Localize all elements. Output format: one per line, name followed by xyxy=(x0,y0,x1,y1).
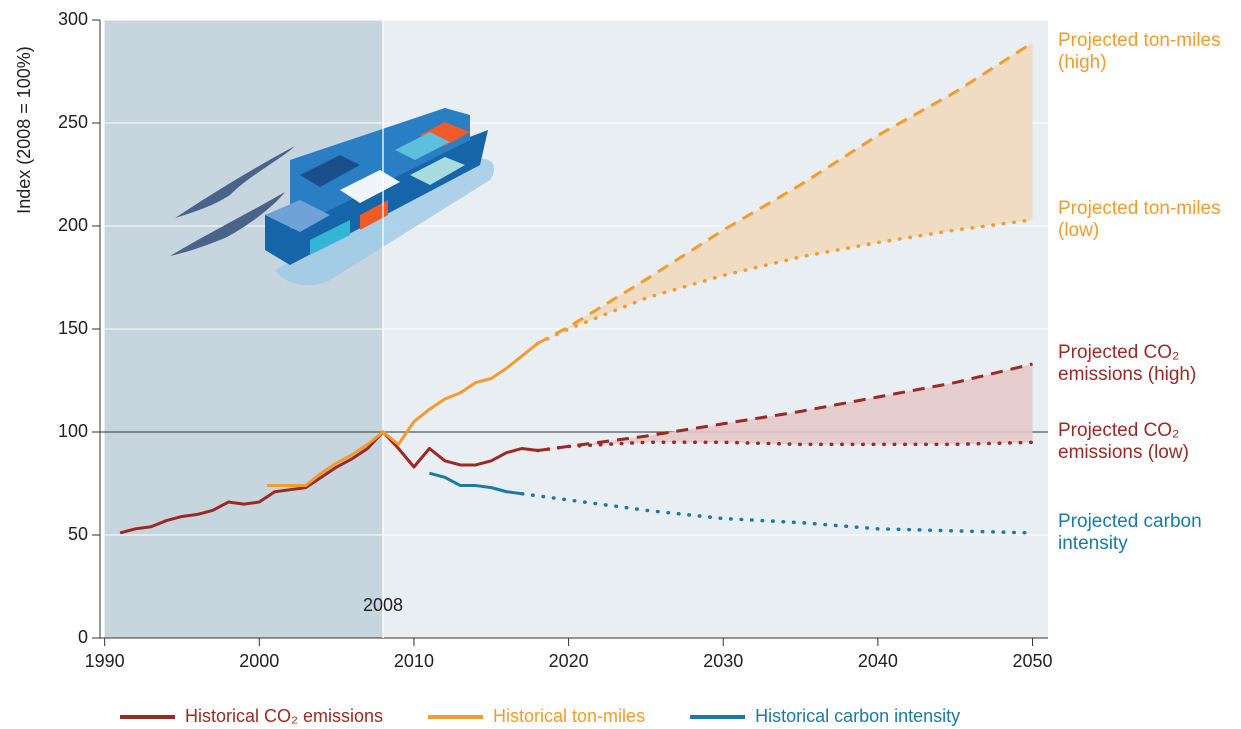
projection-band xyxy=(537,42,1033,344)
legend-label: Historical CO₂ emissions xyxy=(185,706,383,726)
series-line xyxy=(119,430,538,535)
x-tick-label: 2040 xyxy=(858,651,898,671)
series-line xyxy=(520,492,1035,535)
x-tick-label: 2010 xyxy=(394,651,434,671)
series-line xyxy=(537,362,1033,453)
series-line xyxy=(536,41,1034,345)
background: 0 50 100 150 200 250 300 1990 2000 2010 2020 2030 20… xyxy=(58,9,1053,671)
legend-label: Historical carbon intensity xyxy=(755,706,960,726)
series-label: Projected carbon intensity xyxy=(1058,510,1202,554)
series-line xyxy=(535,218,1035,346)
series-label: Projected ton-miles (high) xyxy=(1058,30,1221,73)
y-tick-label: 100 xyxy=(58,421,88,441)
y-tick-label: 0 xyxy=(78,627,88,647)
x-tick-label: 2020 xyxy=(549,651,589,671)
projection-band xyxy=(537,364,1033,451)
x-tick-label: 2000 xyxy=(239,651,279,671)
y-axis-label: Index (2008 = 100%) xyxy=(14,46,34,214)
x-tick-label: 1990 xyxy=(85,651,125,671)
y-tick-label: 300 xyxy=(58,9,88,29)
x-tick-label: 2050 xyxy=(1013,651,1053,671)
y-tick-label: 250 xyxy=(58,112,88,132)
legend-label: Historical ton-miles xyxy=(493,706,645,726)
vline-label: 2008 xyxy=(363,595,403,615)
y-tick-label: 150 xyxy=(58,318,88,338)
x-tick-label: 2030 xyxy=(703,651,743,671)
series-line xyxy=(267,342,539,488)
series-line xyxy=(535,440,1035,453)
series-label: Projected CO₂ emissions (low) xyxy=(1058,420,1189,464)
series-line xyxy=(429,471,523,496)
y-tick-label: 200 xyxy=(58,215,88,235)
series-label: Projected ton-miles (low) xyxy=(1058,197,1221,241)
plot-area: 2008 xyxy=(100,20,1048,638)
series-label: Projected CO₂ emissions (high) xyxy=(1058,342,1197,386)
y-tick-label: 50 xyxy=(68,524,88,544)
ship-illustration xyxy=(170,108,495,286)
